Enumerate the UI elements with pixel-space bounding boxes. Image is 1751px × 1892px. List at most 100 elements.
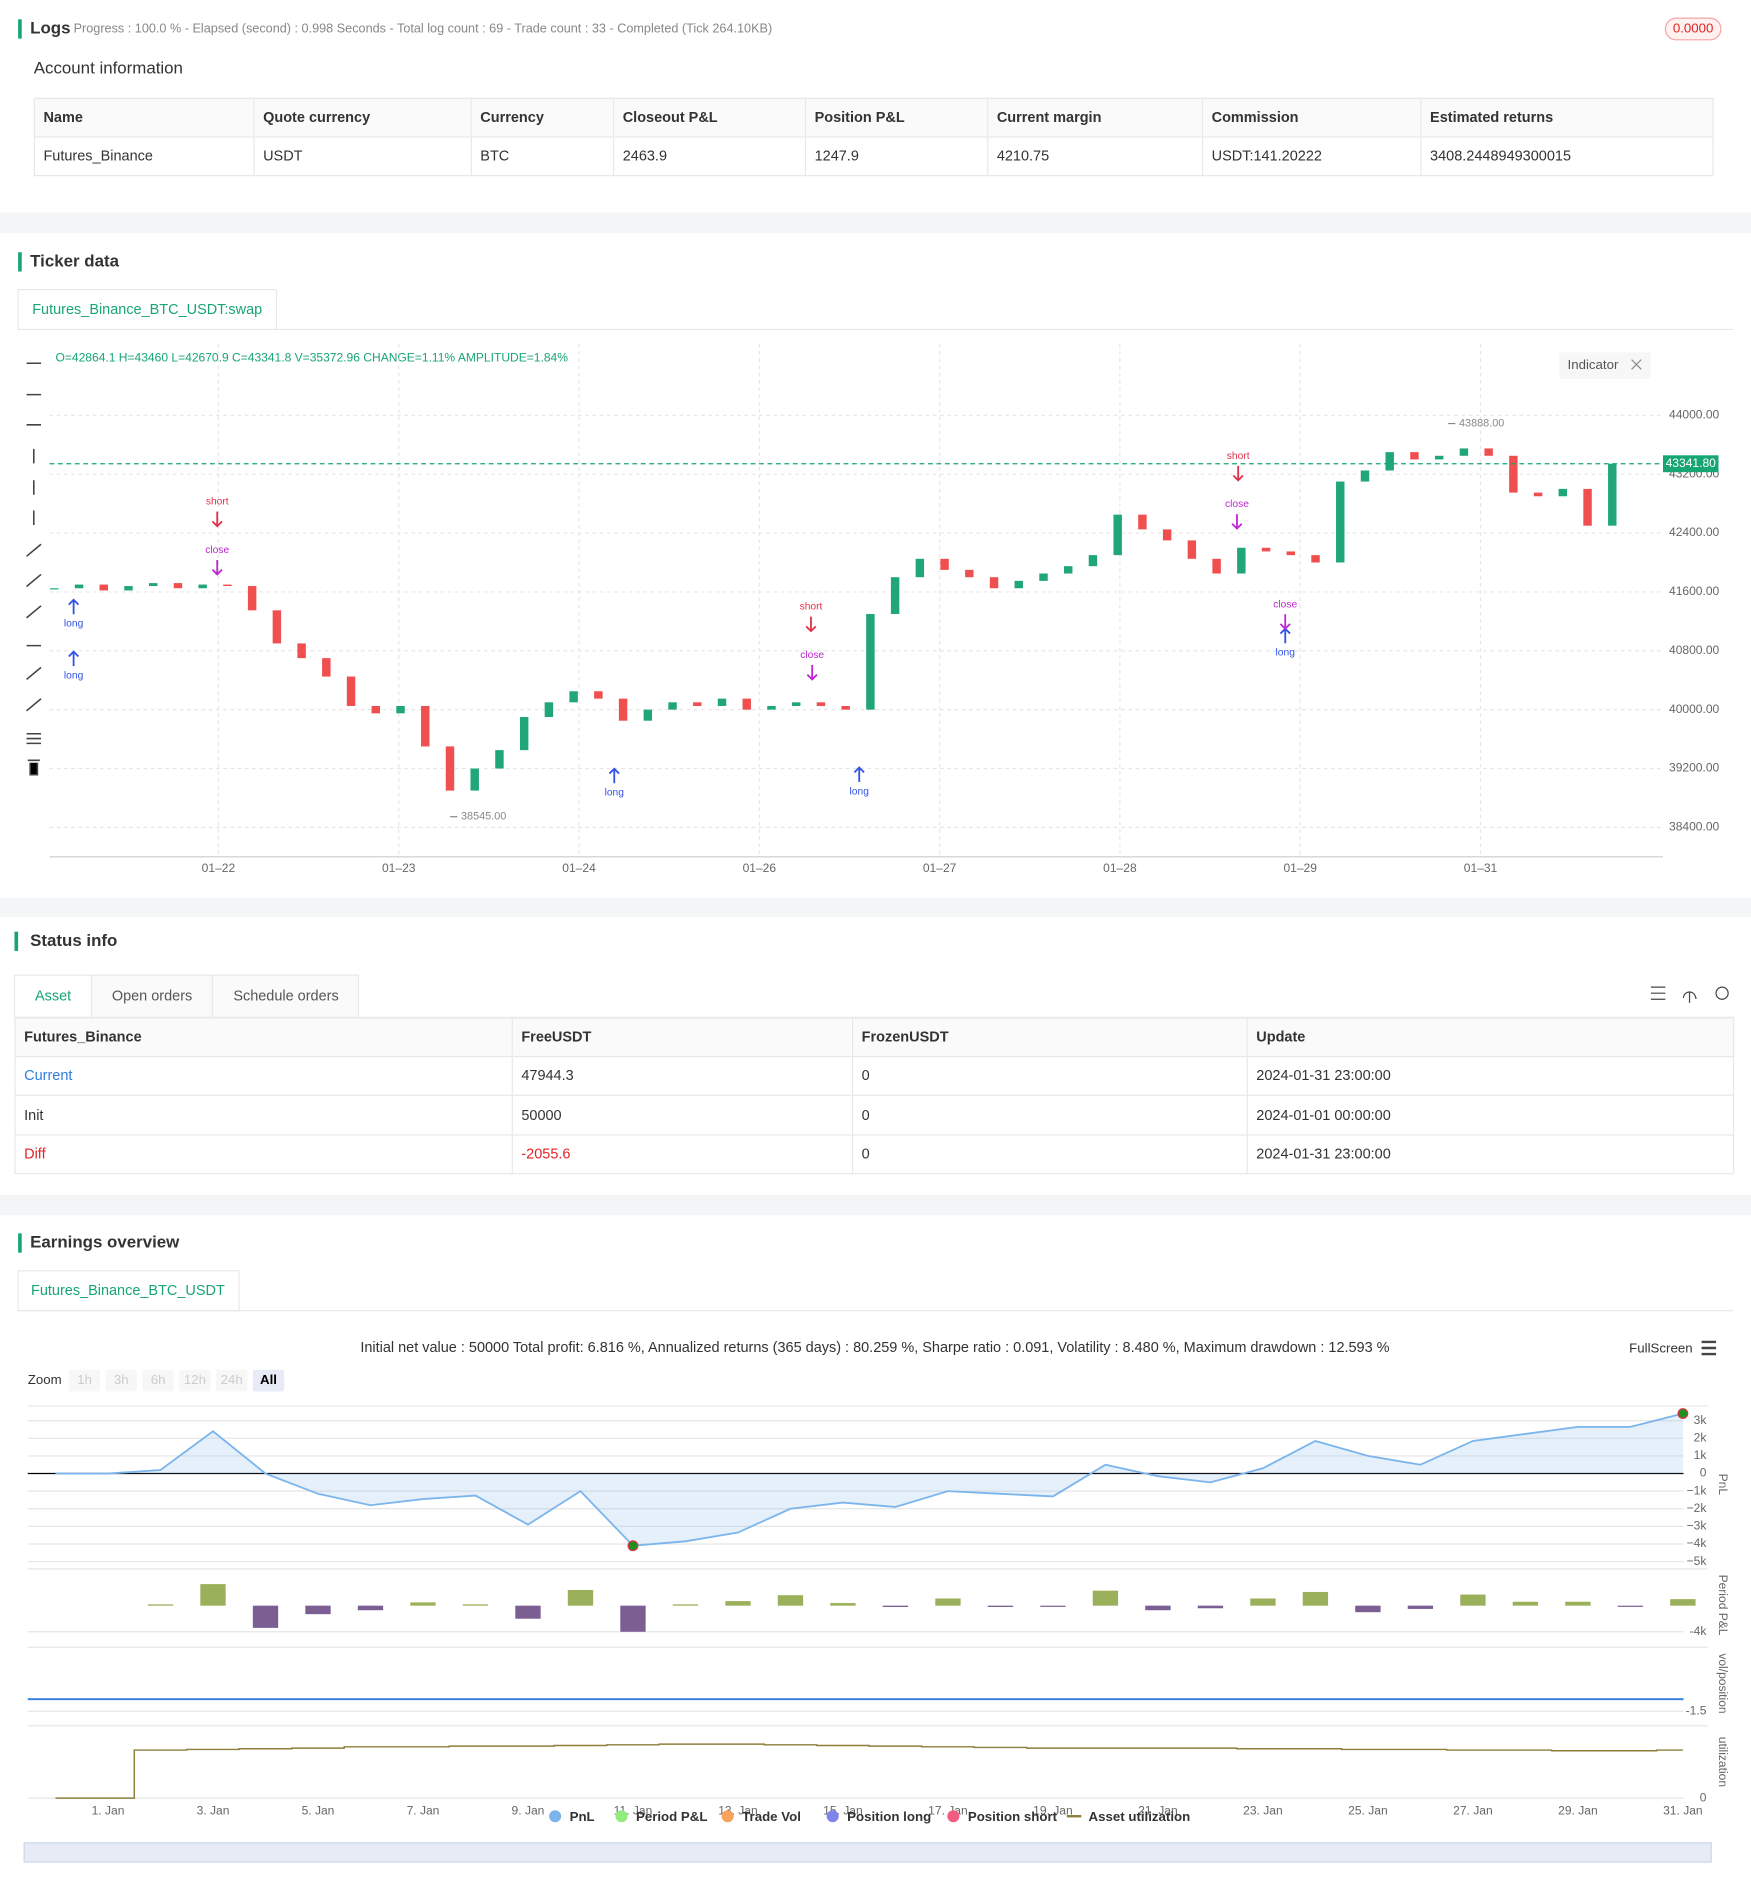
legend-label[interactable]: Position long xyxy=(847,1809,931,1824)
tab[interactable] xyxy=(211,974,360,1018)
candle xyxy=(618,698,628,721)
period-bar xyxy=(672,1604,699,1606)
table-header: Position P&L xyxy=(806,97,989,137)
legend-label[interactable]: Trade Vol xyxy=(742,1809,801,1824)
candle xyxy=(1064,566,1073,574)
candle xyxy=(1336,481,1345,563)
zoom-button-label[interactable]: 12h xyxy=(184,1372,206,1387)
candle xyxy=(1484,448,1493,456)
tab-label[interactable]: Futures_Binance_BTC_USDT:swap xyxy=(32,302,262,318)
y-tick-label: 2k xyxy=(1694,1431,1708,1445)
legend-symbol xyxy=(947,1810,960,1823)
x-tick-label: 7. Jan xyxy=(407,1804,440,1818)
navigator[interactable] xyxy=(23,1842,1712,1863)
table-header: FreeUSDT xyxy=(512,1017,854,1057)
tab-label[interactable]: Open orders xyxy=(112,989,192,1005)
indicator-label[interactable]: Indicator xyxy=(1568,357,1619,372)
x-tick-label: 01–26 xyxy=(743,861,777,875)
legend-label[interactable]: Position short xyxy=(968,1809,1058,1824)
x-tick-label: 01–22 xyxy=(202,861,236,875)
fullscreen-label[interactable]: FullScreen xyxy=(1629,1341,1692,1356)
zoom-button-label[interactable]: All xyxy=(260,1372,277,1387)
utilization-line xyxy=(55,1743,1683,1799)
zoom-button[interactable] xyxy=(252,1369,285,1392)
tab[interactable] xyxy=(17,1270,240,1312)
candle xyxy=(297,643,306,659)
expand-icon[interactable] xyxy=(1631,359,1642,370)
candle xyxy=(173,583,183,589)
tab-label[interactable]: Asset xyxy=(35,989,71,1005)
period-bar xyxy=(357,1605,384,1611)
period-bar xyxy=(252,1605,279,1628)
table-header: Estimated returns xyxy=(1421,97,1714,137)
table-header: Current margin xyxy=(988,97,1204,137)
zoom-button[interactable] xyxy=(105,1369,137,1392)
period-bar xyxy=(1197,1605,1224,1609)
y-tick-label: 0 xyxy=(1700,1790,1707,1804)
period-bar xyxy=(515,1605,541,1619)
zoom-button[interactable] xyxy=(68,1369,101,1392)
candle xyxy=(1187,540,1197,559)
download-icon[interactable] xyxy=(1682,991,1697,1003)
zoom-button-label[interactable]: 24h xyxy=(221,1372,243,1387)
menu-icon[interactable] xyxy=(1650,986,1666,1000)
candle xyxy=(1558,488,1568,497)
zoom-button-label[interactable]: 3h xyxy=(114,1372,129,1387)
x-tick-label: 29. Jan xyxy=(1558,1804,1598,1818)
period-bar xyxy=(882,1605,909,1607)
zoom-button[interactable] xyxy=(179,1369,211,1392)
zoom-button-label[interactable]: 1h xyxy=(77,1372,92,1387)
section-marker xyxy=(18,19,22,39)
period-bar xyxy=(567,1589,594,1606)
period-bar xyxy=(1565,1601,1591,1606)
period-bar xyxy=(1302,1591,1329,1606)
tab[interactable] xyxy=(91,974,214,1018)
tab-label[interactable]: Futures_Binance_BTC_USDT xyxy=(31,1283,225,1299)
y-tick-label: −2k xyxy=(1687,1501,1708,1515)
section-marker xyxy=(18,1233,22,1253)
last-price-box xyxy=(1662,455,1719,473)
legend-label[interactable]: PnL xyxy=(570,1809,595,1824)
table-cell: 47944.3 xyxy=(512,1056,854,1096)
x-tick-label: 1. Jan xyxy=(92,1804,125,1818)
table-cell: 0 xyxy=(853,1134,1248,1175)
candle xyxy=(99,584,108,591)
extreme-point xyxy=(627,1540,639,1552)
tab[interactable] xyxy=(17,289,277,331)
x-tick-label: 01–27 xyxy=(923,861,957,875)
zoom-button[interactable] xyxy=(216,1369,248,1392)
candle xyxy=(322,658,331,677)
period-bar xyxy=(1670,1599,1696,1606)
trade-arrow xyxy=(211,511,223,528)
table-header: Currency xyxy=(471,97,615,137)
period-bar xyxy=(1617,1605,1644,1607)
candle xyxy=(247,586,257,611)
candle xyxy=(1360,470,1370,482)
menu-icon[interactable] xyxy=(1701,1340,1717,1356)
y-tick-label: 40000.00 xyxy=(1669,702,1720,716)
period-bar xyxy=(1460,1594,1486,1606)
zoom-button[interactable] xyxy=(142,1369,174,1392)
section-marker xyxy=(14,931,19,951)
settings-icon[interactable] xyxy=(1715,986,1729,1000)
indicator-button[interactable] xyxy=(1559,352,1651,379)
x-tick-label: 25. Jan xyxy=(1348,1804,1388,1818)
candle xyxy=(940,558,949,570)
candle xyxy=(643,709,653,721)
log-status: Progress : 100.0 % - Elapsed (second) : … xyxy=(74,21,773,35)
summary: Initial net value : 50000 Total profit: … xyxy=(360,1340,1389,1356)
legend-label[interactable]: Period P&L xyxy=(636,1809,708,1824)
candle xyxy=(1113,514,1122,556)
zoom-button-label[interactable]: 6h xyxy=(151,1372,166,1387)
table-cell: 1247.9 xyxy=(806,136,989,177)
trade-label: short xyxy=(800,602,823,613)
trade-arrow xyxy=(1279,627,1291,644)
section-title: Logs xyxy=(30,18,70,37)
trade-arrow xyxy=(68,598,80,615)
tab-label[interactable]: Schedule orders xyxy=(233,989,338,1005)
legend-label[interactable]: Asset utilization xyxy=(1089,1809,1191,1824)
section-title: Ticker data xyxy=(30,251,119,270)
candle xyxy=(272,610,282,644)
zoom-label: Zoom xyxy=(28,1372,62,1387)
